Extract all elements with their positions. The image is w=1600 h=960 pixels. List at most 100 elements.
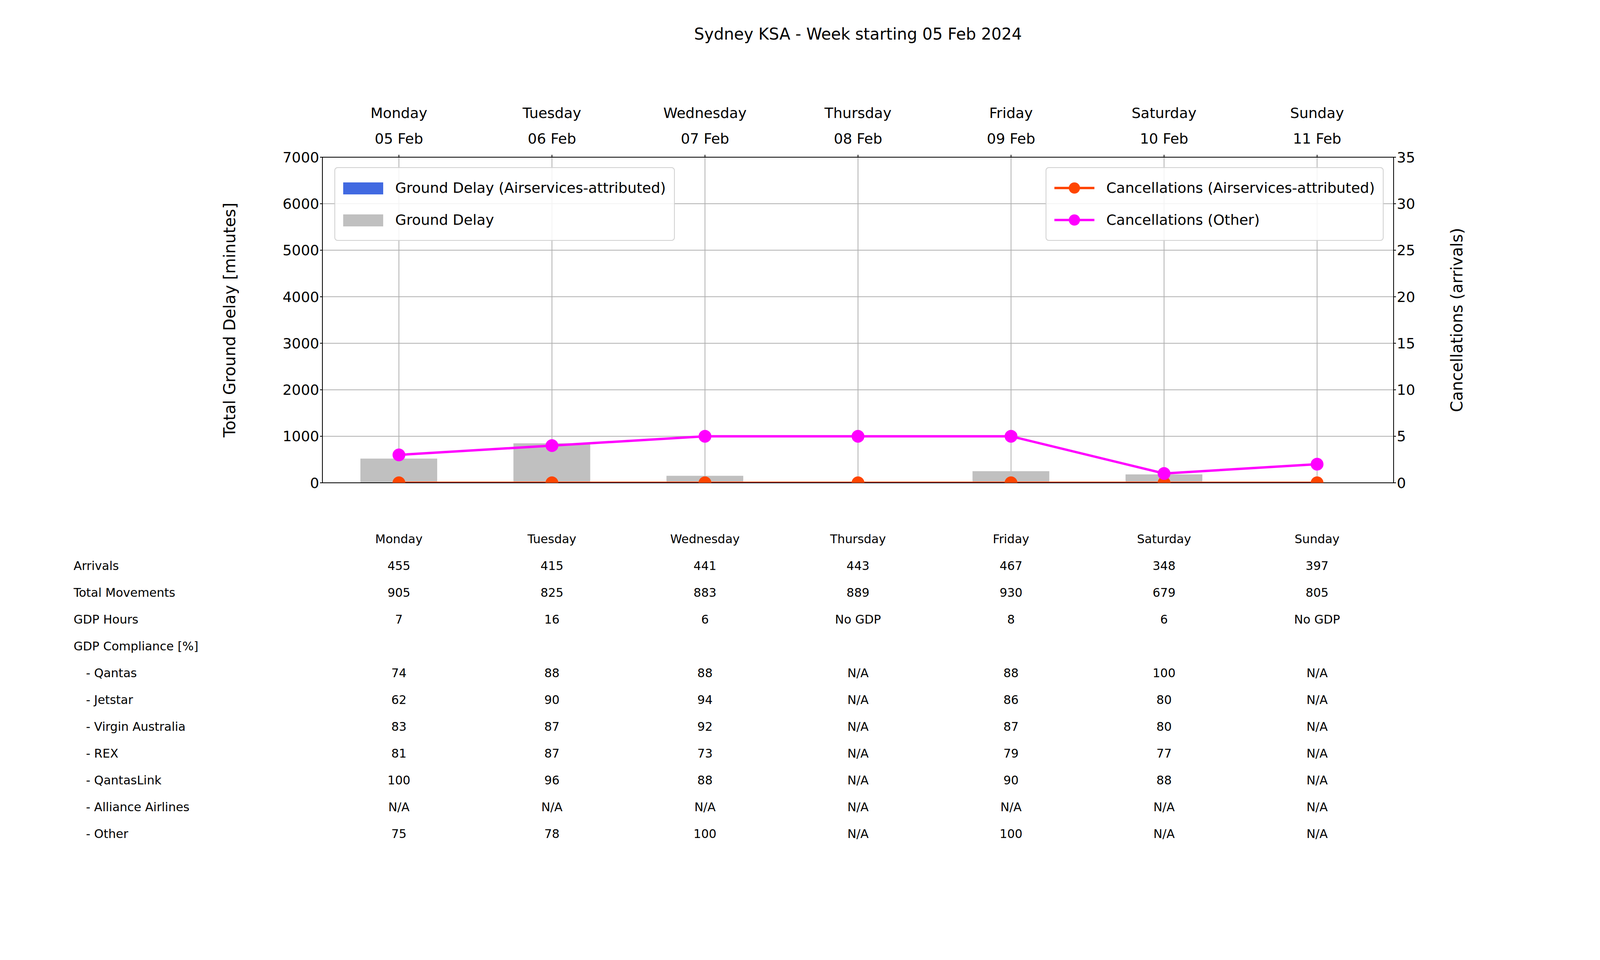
html-text:Sunday: Sunday xyxy=(1294,532,1340,546)
svg-text:20: 20 xyxy=(1396,288,1416,306)
html-text:Total Ground Delay [minutes]: Total Ground Delay [minutes] xyxy=(220,202,239,438)
html-text:930: 930 xyxy=(999,585,1023,600)
svg-text:Sunday11 Feb: Sunday11 Feb xyxy=(1290,104,1344,147)
html-text:N/A: N/A xyxy=(1306,719,1328,734)
html-text:Wednesday: Wednesday xyxy=(670,532,740,546)
html-text:N/A: N/A xyxy=(847,719,869,734)
html-text:80: 80 xyxy=(1156,719,1172,734)
html-text:78: 78 xyxy=(544,826,560,841)
svg-text:30: 30 xyxy=(1396,195,1416,212)
svg-text:0: 0 xyxy=(1396,474,1406,492)
html-text:805: 805 xyxy=(1305,585,1329,600)
html-text:- Virgin Australia: - Virgin Australia xyxy=(86,719,186,734)
html-text:87: 87 xyxy=(544,746,560,761)
html-text:905: 905 xyxy=(387,585,411,600)
html-text:- Other: - Other xyxy=(86,826,129,841)
html-text:90: 90 xyxy=(1003,773,1019,788)
html-text:Arrivals: Arrivals xyxy=(73,558,119,573)
html-text:415: 415 xyxy=(540,558,564,573)
html-text:96: 96 xyxy=(544,773,560,788)
html-text:GDP Hours: GDP Hours xyxy=(73,612,139,627)
html-text:83: 83 xyxy=(391,719,407,734)
html-text:92: 92 xyxy=(697,719,713,734)
html-text:87: 87 xyxy=(544,719,560,734)
html-text:90: 90 xyxy=(544,692,560,707)
html-text:Monday: Monday xyxy=(375,532,423,546)
html-text:N/A: N/A xyxy=(847,692,869,707)
svg-text:2000: 2000 xyxy=(282,381,320,398)
html-text:Ground Delay (Airservices-attr: Ground Delay (Airservices-attributed) xyxy=(395,179,666,196)
svg-text:0: 0 xyxy=(310,474,320,492)
html-text:- QantasLink: - QantasLink xyxy=(86,773,162,788)
svg-text:5000: 5000 xyxy=(282,242,320,259)
html-text:Total Movements: Total Movements xyxy=(73,585,176,600)
html-text:Thursday: Thursday xyxy=(830,532,886,546)
svg-text:Monday05 Feb: Monday05 Feb xyxy=(370,104,428,147)
html-text:N/A: N/A xyxy=(847,826,869,841)
svg-text:5: 5 xyxy=(1396,428,1406,445)
html-text:No GDP: No GDP xyxy=(1294,612,1341,627)
svg-text:Tuesday06 Feb: Tuesday06 Feb xyxy=(522,104,582,147)
html-text:88: 88 xyxy=(697,773,713,788)
html-text:Cancellations (Other): Cancellations (Other) xyxy=(1106,211,1260,228)
svg-text:10: 10 xyxy=(1396,381,1416,398)
svg-text:25: 25 xyxy=(1396,242,1416,259)
html-text:80: 80 xyxy=(1156,692,1172,707)
html-text:GDP Compliance [%]: GDP Compliance [%] xyxy=(73,639,199,654)
html-text:455: 455 xyxy=(387,558,411,573)
html-text:N/A: N/A xyxy=(1153,826,1175,841)
html-text:825: 825 xyxy=(540,585,564,600)
svg-text:15: 15 xyxy=(1396,335,1416,352)
html-text:94: 94 xyxy=(697,692,713,707)
html-text:- REX: - REX xyxy=(86,746,119,761)
html-text:74: 74 xyxy=(391,666,407,680)
html-text:86: 86 xyxy=(1003,692,1019,707)
html-text:Cancellations (Airservices-att: Cancellations (Airservices-attributed) xyxy=(1106,179,1375,196)
html-text:81: 81 xyxy=(391,746,407,761)
html-text:62: 62 xyxy=(391,692,407,707)
svg-text:4000: 4000 xyxy=(282,288,320,306)
html-text:397: 397 xyxy=(1305,558,1329,573)
html-text:N/A: N/A xyxy=(847,746,869,761)
html-text:N/A: N/A xyxy=(847,773,869,788)
html-text:100: 100 xyxy=(387,773,411,788)
html-text:No GDP: No GDP xyxy=(835,612,881,627)
html-text:348: 348 xyxy=(1152,558,1176,573)
html-text:N/A: N/A xyxy=(1306,746,1328,761)
html-text:889: 889 xyxy=(846,585,870,600)
html-text:443: 443 xyxy=(846,558,870,573)
svg-text:Thursday08 Feb: Thursday08 Feb xyxy=(824,104,892,147)
svg-text:3000: 3000 xyxy=(282,335,320,352)
html-text:79: 79 xyxy=(1003,746,1019,761)
svg-text:Friday09 Feb: Friday09 Feb xyxy=(986,104,1036,147)
html-text:N/A: N/A xyxy=(1306,826,1328,841)
html-text:16: 16 xyxy=(544,612,560,627)
html-text:88: 88 xyxy=(1156,773,1172,788)
html-text:N/A: N/A xyxy=(1306,773,1328,788)
svg-text:1000: 1000 xyxy=(282,428,320,445)
svg-text:Saturday10 Feb: Saturday10 Feb xyxy=(1131,104,1197,147)
html-text:467: 467 xyxy=(999,558,1023,573)
html-text:441: 441 xyxy=(693,558,717,573)
html-text:75: 75 xyxy=(391,826,407,841)
html-text:77: 77 xyxy=(1156,746,1172,761)
html-text:- Qantas: - Qantas xyxy=(86,666,137,680)
html-text:Saturday: Saturday xyxy=(1137,532,1192,546)
html-text:100: 100 xyxy=(693,826,717,841)
html-text:N/A: N/A xyxy=(1306,692,1328,707)
svg-text:Wednesday07 Feb: Wednesday07 Feb xyxy=(663,104,747,147)
svg-text:7000: 7000 xyxy=(282,149,320,166)
svg-text:6000: 6000 xyxy=(282,195,320,212)
html-text:883: 883 xyxy=(693,585,717,600)
html-text:Friday: Friday xyxy=(992,532,1030,546)
html-text:Ground Delay: Ground Delay xyxy=(395,211,495,228)
html-text:679: 679 xyxy=(1152,585,1176,600)
html-text:Cancellations (arrivals): Cancellations (arrivals) xyxy=(1447,227,1466,413)
html-text:- Jetstar: - Jetstar xyxy=(86,692,133,707)
svg-text:35: 35 xyxy=(1396,149,1416,166)
html-text:Sydney KSA - Week starting 05: Sydney KSA - Week starting 05 Feb 2024 xyxy=(694,24,1022,44)
html-text:87: 87 xyxy=(1003,719,1019,734)
html-text:100: 100 xyxy=(999,826,1023,841)
html-text:Tuesday: Tuesday xyxy=(527,532,577,546)
html-text:73: 73 xyxy=(697,746,713,761)
